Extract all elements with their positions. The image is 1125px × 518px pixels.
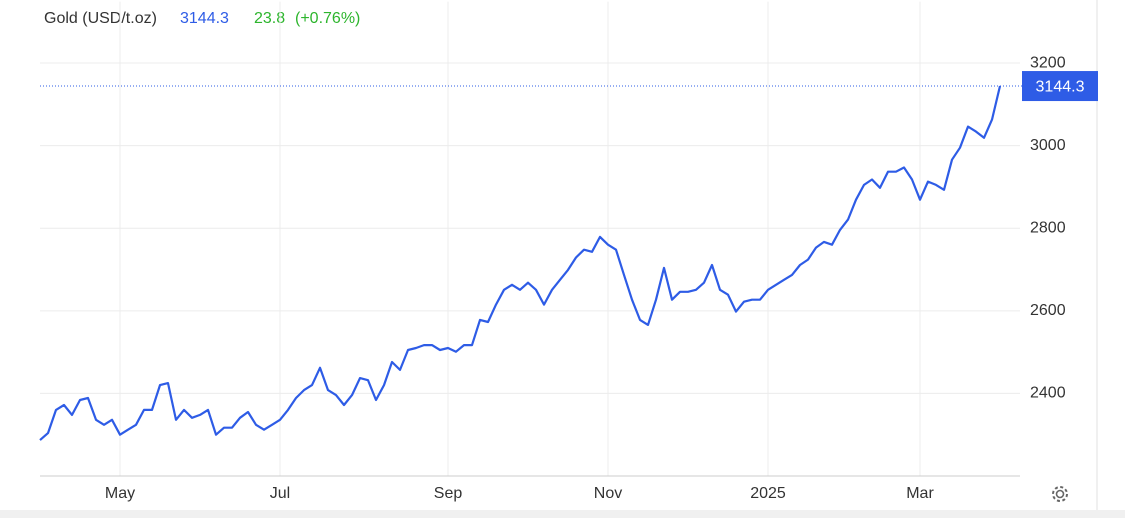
y-tick-label: 2800 [1030,219,1066,236]
y-tick-label: 3000 [1030,137,1066,154]
last-price-label: 3144.3 [1036,78,1085,95]
x-tick-label: 2025 [750,485,786,502]
settings-icon[interactable] [1052,486,1068,502]
x-tick-label: Jul [270,485,290,502]
change-pct: (+0.76%) [295,10,360,27]
y-tick-label: 2600 [1030,302,1066,319]
x-tick-label: Sep [434,485,463,502]
price-line [39,85,1002,441]
change: 23.8 [254,10,285,27]
x-tick-label: Mar [906,485,934,502]
x-tick-label: May [105,485,135,502]
y-tick-label: 2400 [1030,385,1066,402]
last-price-badge [1022,71,1098,102]
chart-title: Gold (USD/t.oz) [44,10,157,27]
x-tick-label: Nov [594,485,622,502]
y-tick-label: 3200 [1030,54,1066,71]
bottom-strip [0,510,1125,518]
price: 3144.3 [180,10,229,27]
